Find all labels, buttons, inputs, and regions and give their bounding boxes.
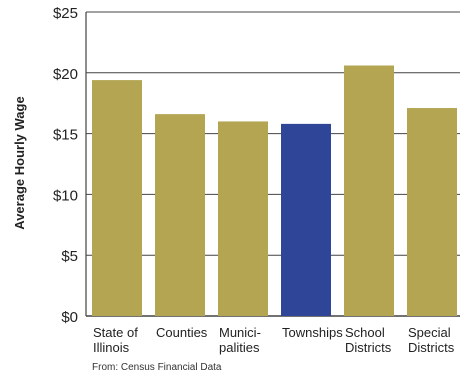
x-tick-label: State of Illinois	[93, 325, 138, 355]
x-tick-label: Counties	[156, 325, 208, 340]
bar	[92, 80, 142, 316]
y-tick-label: $25	[53, 5, 78, 22]
y-tick-label: $20	[53, 66, 78, 83]
y-axis-label: Average Hourly Wage	[12, 96, 27, 229]
bar	[407, 108, 457, 317]
y-tick-labels: $0 $5 $10 $15 $20 $25	[53, 5, 78, 326]
x-category-labels: State of Illinois Counties Munici-palities T…	[93, 325, 455, 355]
x-tick-label: Special Districts	[408, 325, 455, 355]
y-tick-label: $5	[61, 248, 78, 265]
bar	[281, 123, 331, 316]
y-tick-label: $0	[61, 309, 78, 326]
x-tick-label: Munici-palities	[219, 325, 261, 355]
y-tick-label: $15	[53, 127, 78, 144]
bar	[218, 121, 268, 316]
bars	[92, 65, 457, 317]
bar	[344, 65, 394, 316]
source-note: From: Census Financial Data	[92, 362, 222, 373]
bar	[155, 114, 205, 316]
x-tick-label: Townships	[282, 325, 343, 340]
gridlines	[85, 11, 460, 317]
y-tick-label: $10	[53, 187, 78, 204]
x-tick-label: School Districts	[345, 325, 392, 355]
